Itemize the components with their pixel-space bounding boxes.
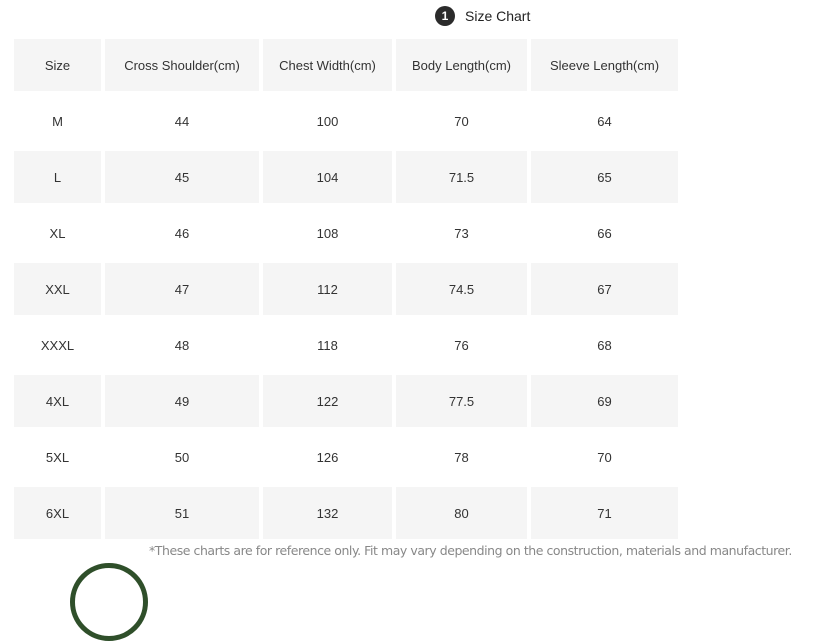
header-cell: Body Length(cm): [396, 39, 527, 91]
table-cell: 5XL: [45, 449, 70, 465]
table-cell: 122: [263, 375, 392, 427]
table-cell: 100: [316, 113, 339, 129]
size-chart-title: Size Chart: [465, 8, 531, 24]
table-cell: 44: [174, 113, 190, 129]
table-cell: 47: [105, 263, 259, 315]
step-number-badge: 1: [435, 6, 455, 26]
header-cell: Size: [14, 39, 101, 91]
table-cell: 73: [454, 225, 469, 241]
header-cell: Sleeve Length(cm): [531, 39, 678, 91]
table-cell: 108: [316, 225, 339, 241]
table-cell: 64: [597, 113, 612, 129]
table-cell: 49: [105, 375, 259, 427]
table-cell: 46: [174, 225, 190, 241]
table-row: 4XL 49 122 77.5 69: [14, 375, 678, 427]
table-cell: 76: [454, 337, 469, 353]
table-cell: 65: [531, 151, 678, 203]
table-row: XXL 47 112 74.5 67: [14, 263, 678, 315]
table-cell: XXXL: [40, 337, 75, 353]
table-row: M 44 100 70 64: [14, 95, 678, 147]
table-cell: 132: [263, 487, 392, 539]
table-cell: 4XL: [14, 375, 101, 427]
size-chart-heading: 1 Size Chart: [435, 6, 530, 26]
table-row: 6XL 51 132 80 71: [14, 487, 678, 539]
table-cell: 50: [174, 449, 190, 465]
table-cell: 70: [597, 449, 612, 465]
table-cell: 118: [317, 337, 338, 353]
table-cell: L: [14, 151, 101, 203]
table-cell: 112: [263, 263, 392, 315]
table-header-row: Size Cross Shoulder(cm) Chest Width(cm) Bod…: [14, 39, 678, 91]
header-cell: Cross Shoulder(cm): [105, 39, 259, 91]
table-cell: XL: [49, 225, 66, 241]
table-cell: 51: [105, 487, 259, 539]
table-cell: 67: [531, 263, 678, 315]
table-row: XL 46 108 73 66: [14, 207, 678, 259]
table-cell: 6XL: [14, 487, 101, 539]
header-cell: Chest Width(cm): [263, 39, 392, 91]
table-cell: 48: [174, 337, 190, 353]
table-cell: 104: [263, 151, 392, 203]
table-cell: 69: [531, 375, 678, 427]
table-cell: 68: [597, 337, 612, 353]
table-cell: XXL: [14, 263, 101, 315]
table-cell: M: [52, 113, 63, 129]
table-cell: 78: [454, 449, 469, 465]
reference-note: *These charts are for reference only. Fi…: [149, 543, 792, 558]
table-cell: 70: [454, 113, 469, 129]
logo-ring-icon: [70, 563, 148, 641]
size-chart-table: Size Cross Shoulder(cm) Chest Width(cm) Bod…: [10, 35, 682, 543]
table-row: XXXL 48 118 76 68: [14, 319, 678, 371]
table-cell: 80: [396, 487, 527, 539]
table-cell: 74.5: [396, 263, 527, 315]
table-cell: 126: [316, 449, 339, 465]
table-row: L 45 104 71.5 65: [14, 151, 678, 203]
table-cell: 66: [597, 225, 612, 241]
table-cell: 71.5: [396, 151, 527, 203]
table-cell: 45: [105, 151, 259, 203]
table-cell: 77.5: [396, 375, 527, 427]
table-row: 5XL 50 126 78 70: [14, 431, 678, 483]
table-cell: 71: [531, 487, 678, 539]
